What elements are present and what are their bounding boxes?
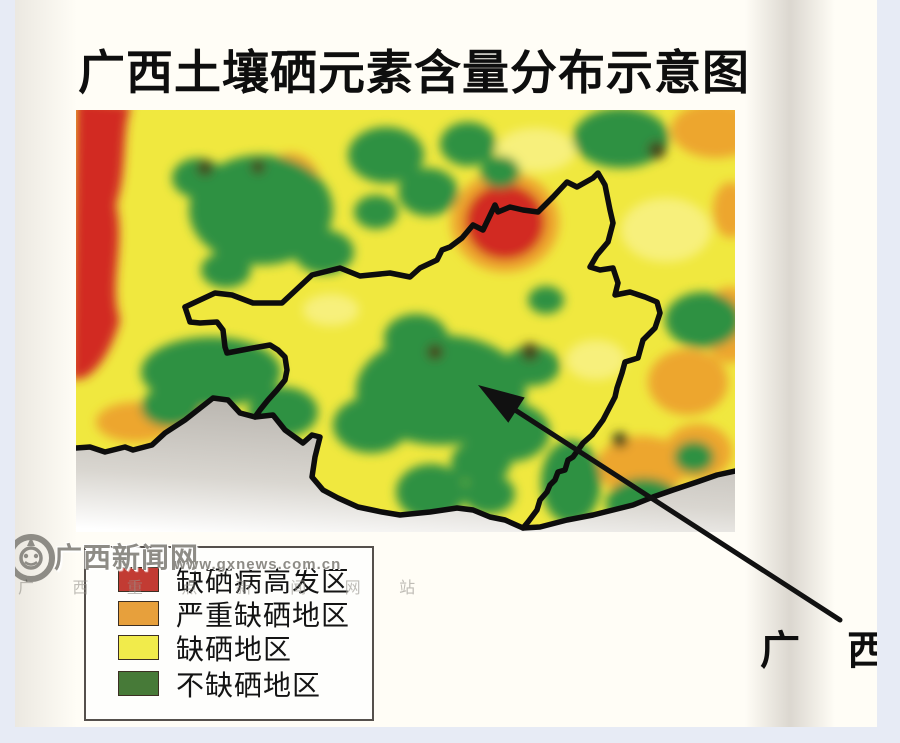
- sea-area: [76, 398, 735, 532]
- legend-label: 缺硒地区: [176, 633, 293, 665]
- legend-swatch-red: [118, 567, 159, 592]
- map-lightyellow-patches: [303, 128, 711, 380]
- page-edge-bottom: [0, 727, 900, 743]
- legend-label: 严重缺硒地区: [176, 599, 351, 631]
- legend-swatch-orange: [118, 601, 159, 626]
- gxnews-site-name: 广西新闻网: [54, 542, 200, 573]
- page-edge-left: [0, 0, 15, 743]
- paper-shade-left: [15, 0, 77, 743]
- gxnews-site-url: www.gxnews.com.cn: [174, 556, 342, 573]
- legend-swatch-green: [118, 671, 159, 696]
- legend-box: 缺硒病高发区 严重缺硒地区 缺硒地区 不缺硒地区: [84, 546, 374, 721]
- legend-item-no-deficiency: 不缺硒地区: [86, 670, 372, 701]
- gxnews-slogan: 广 西 重 点 新 闻 网 站: [18, 580, 433, 597]
- map-dark-spots: [197, 141, 666, 448]
- legend-label: 缺硒病高发区: [176, 565, 351, 597]
- legend-item-deficiency: 缺硒地区: [86, 634, 372, 665]
- legend-item-high-incidence: 缺硒病高发区: [86, 566, 372, 597]
- page-edge-right: [877, 0, 900, 743]
- legend-item-severe-deficiency: 严重缺硒地区: [86, 600, 372, 631]
- page-title: 广西土壤硒元素含量分布示意图: [78, 46, 750, 99]
- gxnews-watermark: 广西新闻网 www.gxnews.com.cn 广 西 重 点 新 闻 网 站: [4, 530, 415, 597]
- map-image: [71, 100, 761, 532]
- legend-label: 不缺硒地区: [176, 669, 322, 701]
- legend-swatch-yellow: [118, 635, 159, 660]
- guangxi-boundary-southwest: [182, 304, 290, 420]
- map-red-areas: [71, 100, 545, 380]
- soil-selenium-map: [71, 100, 761, 532]
